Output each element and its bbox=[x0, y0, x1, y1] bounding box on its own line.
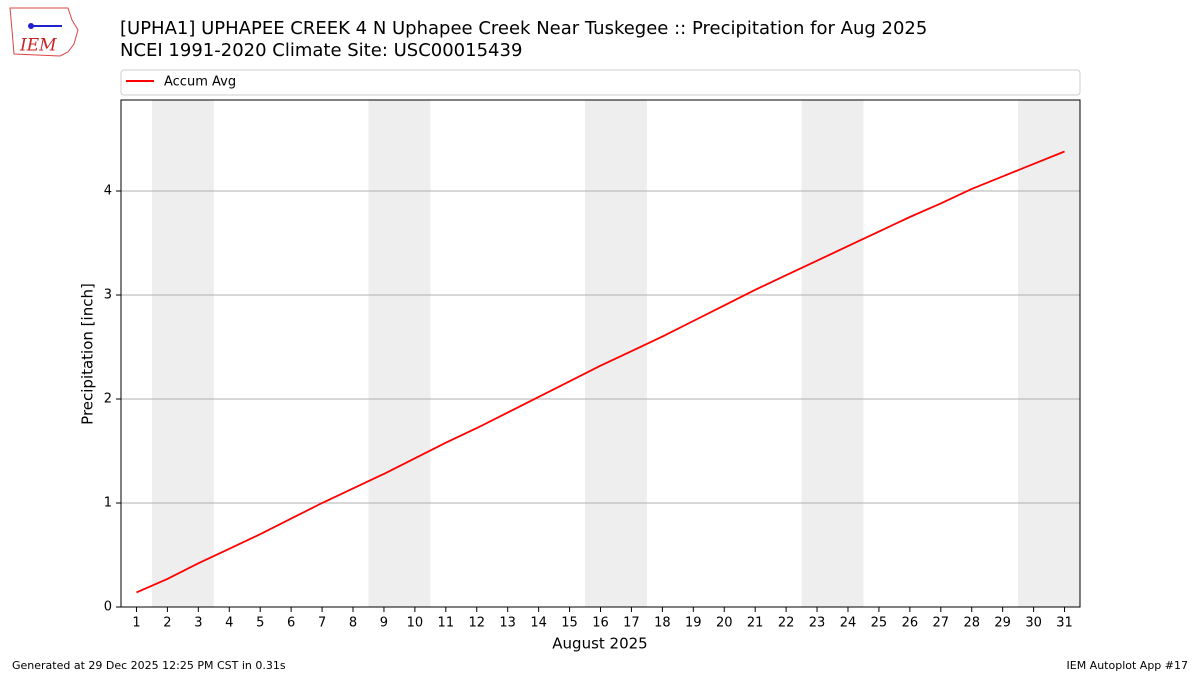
logo-icon bbox=[28, 23, 34, 29]
axes-frame bbox=[120, 99, 1081, 608]
x-tick-label: 31 bbox=[1056, 616, 1073, 631]
series-line bbox=[136, 150, 1065, 594]
weekend-shade bbox=[1018, 100, 1080, 607]
legend-box bbox=[120, 69, 1081, 96]
x-tick-label: 9 bbox=[380, 616, 388, 631]
weekend-shade bbox=[801, 100, 864, 607]
x-tick-label: 17 bbox=[623, 616, 640, 631]
x-tick-label: 10 bbox=[407, 616, 424, 631]
y-axis-label: Precipitation [inch] bbox=[79, 283, 97, 425]
x-tick-label: 1 bbox=[132, 616, 140, 631]
y-tick-label: 0 bbox=[104, 600, 112, 615]
y-tick-label: 2 bbox=[104, 392, 112, 407]
weekend-shade bbox=[368, 100, 431, 607]
x-tick-label: 7 bbox=[318, 616, 326, 631]
y-tick-label: 1 bbox=[104, 496, 112, 511]
x-tick-label: 11 bbox=[438, 616, 455, 631]
legend-label: Accum Avg bbox=[164, 75, 236, 90]
x-tick-label: 12 bbox=[468, 616, 485, 631]
x-tick-label: 22 bbox=[778, 616, 795, 631]
logo-outline bbox=[9, 7, 79, 57]
x-tick-label: 26 bbox=[902, 616, 919, 631]
y-tick-label: 3 bbox=[104, 288, 112, 303]
x-tick-label: 19 bbox=[685, 616, 702, 631]
weekend-shade bbox=[151, 100, 214, 607]
x-axis-label: August 2025 bbox=[552, 635, 647, 653]
x-tick-label: 2 bbox=[163, 616, 171, 631]
x-tick-label: 24 bbox=[840, 616, 857, 631]
x-tick-label: 3 bbox=[194, 616, 202, 631]
x-tick-label: 6 bbox=[287, 616, 295, 631]
footer-right: IEM Autoplot App #17 bbox=[1067, 659, 1189, 672]
logo-text: IEM bbox=[19, 36, 57, 56]
x-tick-label: 21 bbox=[747, 616, 764, 631]
y-tick-label: 4 bbox=[104, 184, 112, 199]
x-tick-label: 16 bbox=[592, 616, 609, 631]
x-tick-label: 30 bbox=[1025, 616, 1042, 631]
x-tick-label: 29 bbox=[994, 616, 1011, 631]
x-tick-label: 13 bbox=[499, 616, 516, 631]
x-tick-label: 15 bbox=[561, 616, 578, 631]
x-tick-label: 8 bbox=[349, 616, 357, 631]
weekend-shade bbox=[585, 100, 647, 607]
chart-subtitle: NCEI 1991-2020 Climate Site: USC00015439 bbox=[120, 40, 522, 61]
x-tick-label: 18 bbox=[654, 616, 671, 631]
x-tick-label: 27 bbox=[933, 616, 950, 631]
x-tick-label: 23 bbox=[809, 616, 826, 631]
x-tick-label: 5 bbox=[256, 616, 264, 631]
footer-left: Generated at 29 Dec 2025 12:25 PM CST in… bbox=[12, 659, 286, 672]
x-tick-label: 28 bbox=[963, 616, 980, 631]
logo: IEM bbox=[9, 7, 79, 57]
chart-title: [UPHA1] UPHAPEE CREEK 4 N Uphapee Creek … bbox=[120, 18, 927, 39]
x-tick-label: 25 bbox=[871, 616, 888, 631]
x-tick-label: 4 bbox=[225, 616, 233, 631]
x-tick-label: 20 bbox=[716, 616, 733, 631]
x-tick-label: 14 bbox=[530, 616, 547, 631]
